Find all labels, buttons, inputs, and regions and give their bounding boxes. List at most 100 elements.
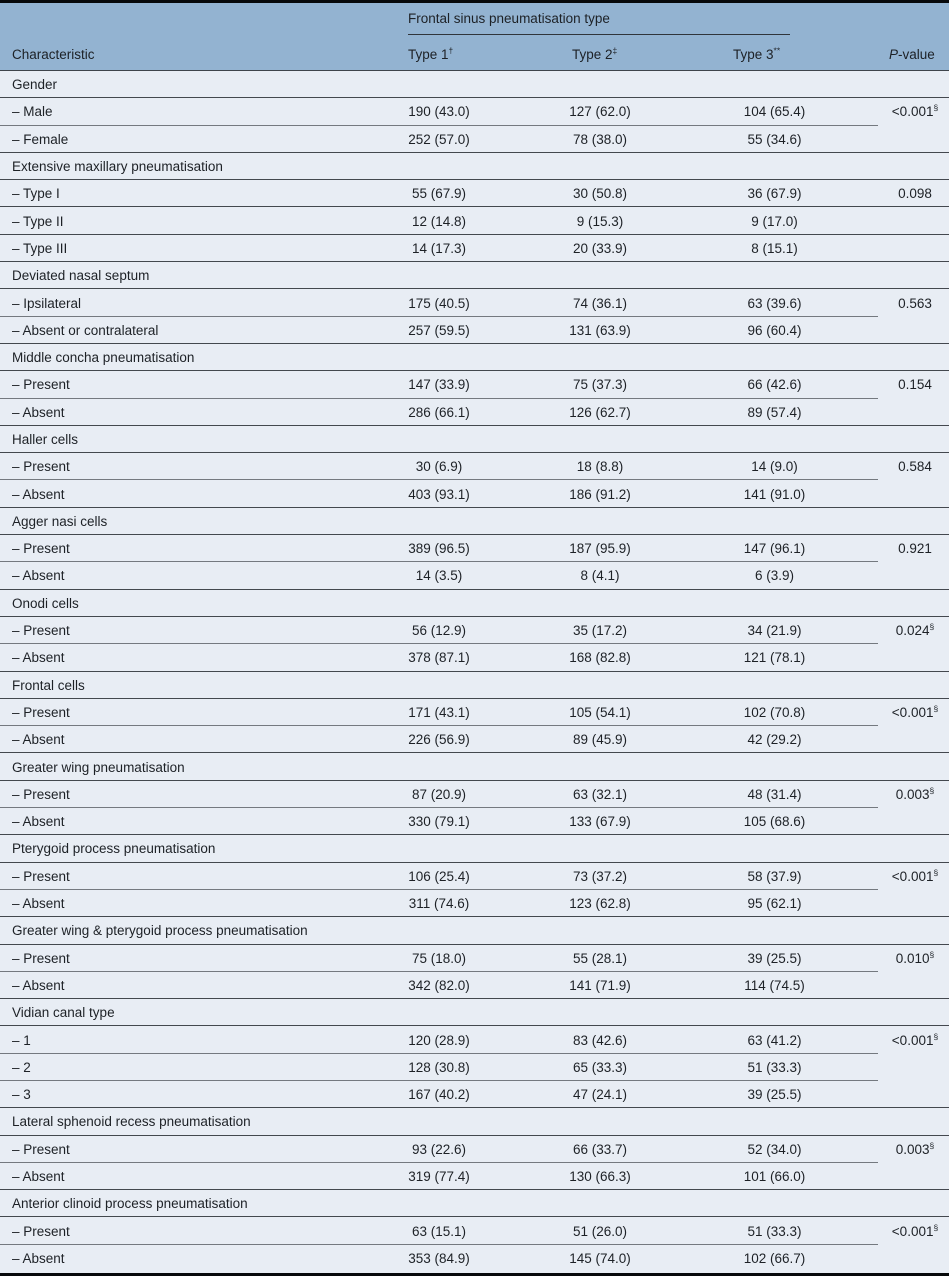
row-label: – Type II — [12, 213, 64, 229]
table-row: – Absent 403 (93.1) 186 (91.2) 141 (91.0) — [0, 480, 949, 509]
cell-type1: 56 (12.9) — [411, 623, 467, 639]
cell-type3: 36 (67.9) — [747, 186, 802, 202]
cell-type1: 93 (22.6) — [411, 1141, 467, 1157]
cell-type2: 51 (26.0) — [572, 1223, 628, 1239]
type3-footnote-marker: ** — [773, 45, 781, 56]
cell-type3: 102 (66.7) — [743, 1250, 806, 1266]
group-header-row: Agger nasi cells — [0, 508, 949, 536]
pvalue-footnote-marker: § — [929, 949, 935, 960]
group-title: Greater wing & pterygoid process pneumat… — [12, 923, 308, 939]
pvalue-rest: -value — [898, 47, 935, 62]
cell-type1: 342 (82.0) — [408, 977, 470, 993]
row-label: – Female — [12, 131, 69, 147]
pvalue-footnote-marker: § — [929, 621, 935, 632]
cell-pvalue: <0.001§ — [868, 867, 949, 884]
cell-pvalue: 0.010§ — [868, 949, 949, 966]
cell-type2: 89 (45.9) — [572, 732, 628, 748]
cell-type3: 63 (41.2) — [747, 1032, 802, 1048]
group-title: Pterygoid process pneumatisation — [12, 841, 216, 857]
cell-type3: 114 (74.5) — [744, 977, 805, 993]
table-row: – Type II 12 (14.8) 9 (15.3) 9 (17.0) — [0, 207, 949, 236]
cell-type2: 18 (8.8) — [576, 459, 624, 475]
table-row: – Present 87 (20.9) 63 (32.1) 48 (31.4) 0.00… — [0, 781, 949, 809]
row-label: – Absent — [12, 568, 65, 584]
cell-type1: 75 (18.0) — [411, 950, 467, 966]
table-row: – 3 167 (40.2) 47 (24.1) 39 (25.5) — [0, 1081, 949, 1109]
cell-type1: 87 (20.9) — [411, 786, 467, 802]
group-header-row: Gender — [0, 71, 949, 99]
group-header-row: Greater wing pneumatisation — [0, 753, 949, 782]
cell-type2: 75 (37.3) — [572, 377, 628, 393]
cell-type3: 8 (15.1) — [751, 240, 798, 256]
table-row: – Present 75 (18.0) 55 (28.1) 39 (25.5) 0.01… — [0, 945, 949, 973]
group-title: Onodi cells — [12, 595, 79, 611]
group-header-row: Extensive maxillary pneumatisation — [0, 153, 949, 181]
cell-type3: 55 (34.6) — [747, 131, 802, 147]
cell-type2: 30 (50.8) — [572, 186, 628, 202]
table-row: – Absent 226 (56.9) 89 (45.9) 42 (29.2) — [0, 726, 949, 754]
row-label: – Absent — [12, 814, 65, 830]
cell-pvalue: 0.024§ — [868, 621, 949, 638]
row-label: – Present — [12, 1223, 70, 1239]
cell-type1: 12 (14.8) — [411, 213, 467, 229]
pvalue-footnote-marker: § — [933, 1031, 939, 1042]
cell-type2: 35 (17.2) — [572, 623, 628, 639]
row-label: – Present — [12, 459, 70, 475]
table-row: – Present 30 (6.9) 18 (8.8) 14 (9.0) 0.584 — [0, 453, 949, 481]
cell-type1: 378 (87.1) — [408, 650, 470, 666]
cell-type1: 190 (43.0) — [408, 104, 470, 120]
cell-type3: 6 (3.9) — [754, 568, 795, 584]
type1-footnote-marker: † — [448, 45, 454, 56]
cell-type2: 127 (62.0) — [569, 104, 631, 120]
row-label: – Present — [12, 868, 70, 884]
cell-type2: 186 (91.2) — [569, 486, 631, 502]
group-header-row: Lateral sphenoid recess pneumatisation — [0, 1108, 949, 1136]
row-label: – Type I — [12, 186, 60, 202]
pvalue-footnote-marker: § — [929, 785, 935, 796]
table-row: – 1 120 (28.9) 83 (42.6) 63 (41.2) <0.001§ — [0, 1026, 949, 1054]
group-title: Deviated nasal septum — [12, 268, 150, 284]
cell-type1: 353 (84.9) — [408, 1250, 470, 1266]
row-label: – Absent — [12, 896, 65, 912]
pvalue-footnote-marker: § — [933, 703, 939, 714]
table-row: – Absent 286 (66.1) 126 (62.7) 89 (57.4) — [0, 399, 949, 427]
cell-type2: 66 (33.7) — [572, 1141, 628, 1157]
cell-type2: 126 (62.7) — [569, 404, 631, 420]
cell-type3: 147 (96.1) — [743, 541, 806, 557]
pvalue-text: 0.098 — [898, 186, 932, 202]
group-header-row: Frontal cells — [0, 672, 949, 700]
cell-type3: 89 (57.4) — [747, 404, 802, 420]
cell-type2: 83 (42.6) — [572, 1032, 628, 1048]
row-label: – Absent — [12, 486, 65, 502]
pvalue-text: 0.154 — [898, 377, 932, 393]
row-label: – 3 — [12, 1087, 31, 1103]
row-label: – Absent — [12, 977, 65, 993]
pvalue-text: <0.001 — [891, 868, 934, 884]
row-label: – Present — [12, 1141, 70, 1157]
row-label: – Absent — [12, 404, 65, 420]
cell-type1: 311 (74.6) — [408, 896, 470, 912]
table-row: – Absent 14 (3.5) 8 (4.1) 6 (3.9) — [0, 562, 949, 590]
cell-type2: 8 (4.1) — [580, 568, 620, 584]
cell-type1: 257 (59.5) — [408, 322, 470, 338]
row-label: – Present — [12, 786, 70, 802]
table-body: Gender – Male 190 (43.0) 127 (62.0) 104 (65.… — [0, 71, 949, 1272]
table-row: – Present 171 (43.1) 105 (54.1) 102 (70.8) <… — [0, 699, 949, 727]
row-label: – Absent — [12, 732, 65, 748]
row-label: – Present — [12, 377, 70, 393]
table-row: – Type I 55 (67.9) 30 (50.8) 36 (67.9) 0.098 — [0, 180, 949, 208]
pvalue-footnote-marker: § — [933, 867, 939, 878]
group-title: Haller cells — [12, 432, 79, 447]
table-row: – Present 147 (33.9) 75 (37.3) 66 (42.6) 0.1… — [0, 371, 949, 399]
pvalue-text: 0.010 — [895, 950, 930, 966]
cell-type3: 14 (9.0) — [751, 459, 798, 475]
cell-type2: 9 (15.3) — [576, 213, 624, 229]
group-header-row: Anterior clinoid process pneumatisation — [0, 1190, 949, 1218]
pvalue-footnote-marker: § — [933, 1222, 939, 1233]
cell-type2: 20 (33.9) — [572, 240, 628, 256]
group-header-row: Deviated nasal septum — [0, 262, 949, 290]
group-title: Anterior clinoid process pneumatisation — [12, 1196, 248, 1212]
cell-type3: 51 (33.3) — [747, 1059, 802, 1075]
cell-type1: 30 (6.9) — [415, 459, 463, 475]
